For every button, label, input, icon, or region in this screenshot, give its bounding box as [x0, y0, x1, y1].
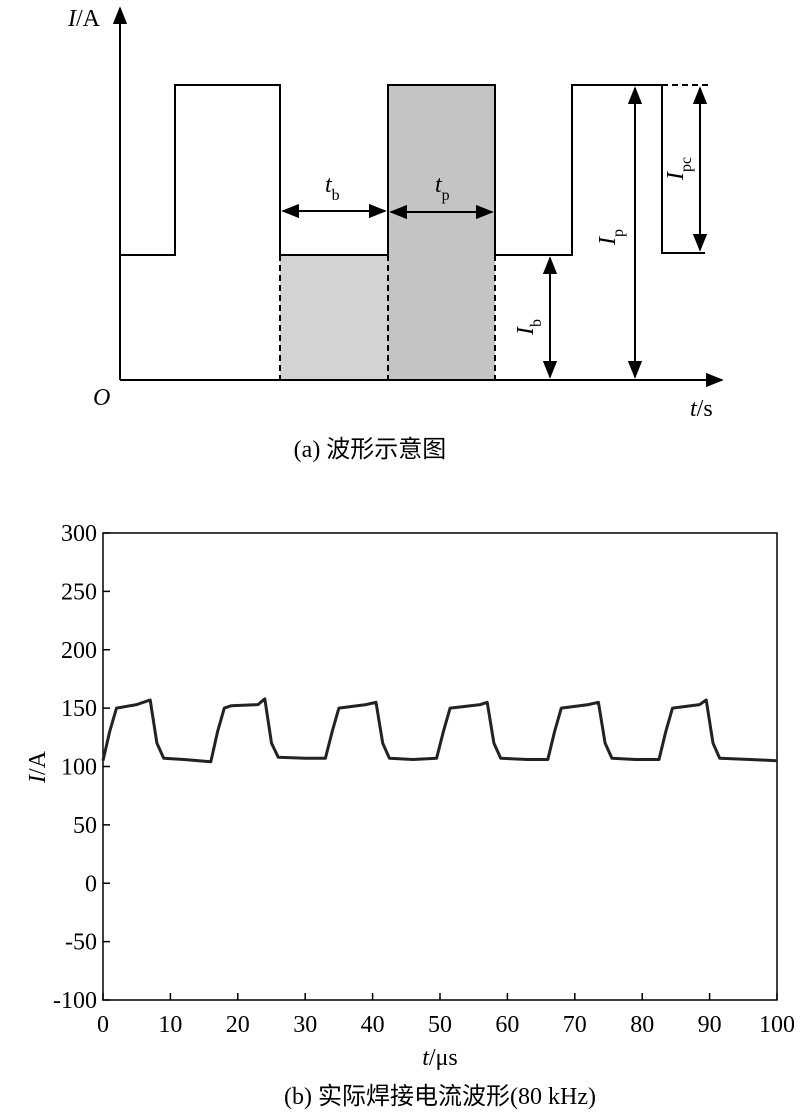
diagram [112, 6, 724, 388]
x-tick-label: 90 [698, 1012, 722, 1038]
x-tick-label: 70 [563, 1012, 587, 1038]
x-tick-label: 50 [428, 1012, 452, 1038]
y-tick-label: 0 [85, 871, 97, 897]
x-tick-label: 10 [158, 1012, 182, 1038]
waveform [120, 84, 705, 256]
y-axis-title: I/A [25, 750, 51, 784]
base-time-label: tb [325, 172, 340, 204]
base-area [280, 255, 388, 380]
y-axis-label: I/A [67, 6, 101, 32]
peak-current-label: Ip [595, 229, 627, 246]
x-tick-label: 40 [361, 1012, 385, 1038]
origin-label: O [93, 385, 110, 411]
y-tick-label: 300 [61, 521, 97, 547]
plot-frame [102, 532, 778, 1001]
y-tick-label: -50 [65, 930, 97, 956]
y-tick-label: 200 [61, 638, 97, 664]
base-current-label: Ib [513, 319, 545, 336]
x-tick-label: 20 [226, 1012, 250, 1038]
diagram-caption: (a) 波形示意图 [294, 436, 447, 463]
data-line [101, 697, 778, 764]
y-tick-label: -100 [53, 988, 97, 1014]
y-tick-label: 150 [61, 696, 97, 722]
x-tick-label: 60 [495, 1012, 519, 1038]
x-tick-label: 0 [97, 1012, 109, 1038]
x-tick-label: 100 [759, 1012, 795, 1038]
chart-caption: (b) 实际焊接电流波形(80 kHz) [284, 1083, 596, 1110]
y-tick-label: 100 [61, 755, 97, 781]
y-tick-label: 250 [61, 579, 97, 605]
x-tick-label: 30 [293, 1012, 317, 1038]
peak-time-label: tp [435, 172, 450, 204]
x-axis-title: t/μs [422, 1045, 458, 1071]
x-tick-label: 80 [630, 1012, 654, 1038]
pulse-current-label: Ipc [663, 157, 695, 181]
x-axis-label: t/s [690, 396, 713, 422]
y-tick-label: 50 [73, 813, 97, 839]
peak-area [388, 85, 495, 380]
